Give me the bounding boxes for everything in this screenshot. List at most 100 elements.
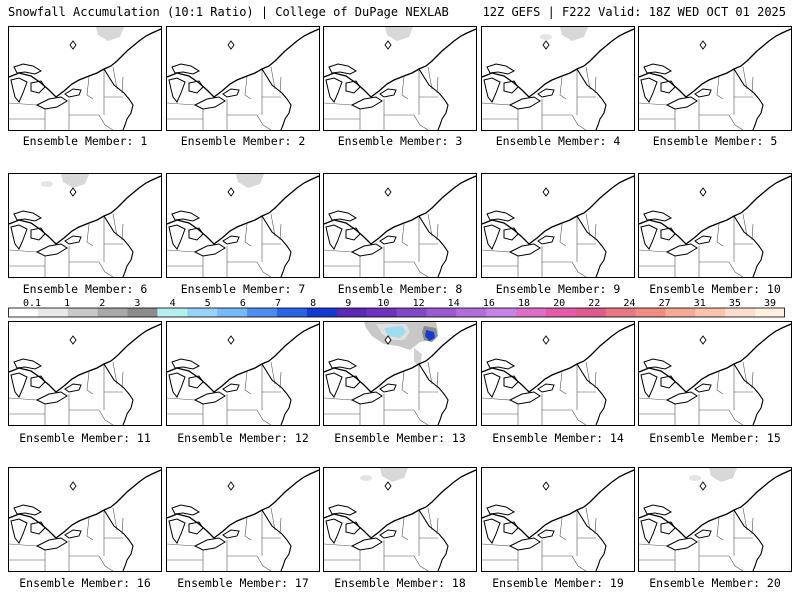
great-lake [168, 372, 186, 398]
state-border [112, 66, 118, 90]
station-marker [542, 187, 550, 197]
state-border [279, 223, 282, 241]
state-border [436, 76, 439, 94]
great-lake [665, 243, 698, 257]
colorbar-tick-label: 22 [588, 298, 600, 309]
great-lake [379, 235, 397, 245]
great-lake [643, 504, 673, 516]
map-graphic [167, 323, 319, 425]
state-border [413, 261, 429, 277]
coastline [324, 469, 476, 539]
great-lake [13, 358, 43, 370]
great-lake [660, 80, 676, 94]
state-border [98, 114, 114, 130]
station-marker [227, 481, 235, 491]
great-lake [483, 77, 501, 103]
coastline [103, 215, 134, 277]
great-lake [64, 88, 82, 98]
state-border [728, 409, 744, 425]
state-border [167, 249, 196, 253]
colorbar-swatch [545, 308, 577, 317]
station-marker [384, 335, 392, 345]
great-lake [64, 235, 82, 245]
great-lake [508, 537, 541, 551]
snow-area-light [709, 468, 737, 482]
member-caption: Ensemble Member: 8 [337, 282, 463, 296]
state-border [594, 371, 597, 389]
colorbar-swatch [516, 308, 547, 317]
coastline [167, 469, 319, 539]
colorbar-tick-label: 39 [764, 298, 776, 309]
coastline [482, 175, 634, 245]
state-border [121, 371, 124, 389]
great-lake [483, 372, 501, 398]
state-border [324, 249, 353, 253]
ensemble-member-map [166, 467, 320, 572]
great-lake [345, 521, 361, 535]
great-lake [325, 518, 343, 544]
ensemble-member-map [638, 467, 792, 572]
great-lake [168, 224, 186, 250]
ensemble-member-map [8, 467, 162, 572]
colorbar-swatch [187, 308, 218, 317]
coastline [324, 28, 476, 98]
member-caption: Ensemble Member: 16 [19, 576, 151, 590]
state-border [639, 102, 668, 106]
colorbar-tick-label: 7 [275, 298, 281, 309]
colorbar-swatch [97, 308, 128, 317]
colorbar-tick-label: 20 [553, 298, 565, 309]
colorbar-swatch [127, 308, 158, 317]
great-lake [325, 224, 343, 250]
ensemble-member-map [481, 173, 635, 278]
state-border [167, 543, 196, 547]
great-lake [64, 529, 82, 539]
ensemble-member-map [166, 173, 320, 278]
state-border [401, 223, 409, 247]
coastline [482, 469, 634, 539]
great-lake [665, 537, 698, 551]
map-graphic [482, 323, 634, 425]
coastline [261, 363, 292, 425]
colorbar-tick-label: 4 [170, 298, 176, 309]
state-border [482, 102, 511, 106]
colorbar-swatch [635, 308, 666, 317]
state-border [98, 261, 114, 277]
great-lake [168, 518, 186, 544]
map-graphic [9, 323, 161, 425]
colorbar-tick-label: 24 [623, 298, 635, 309]
state-border [751, 76, 754, 94]
snow-patch [360, 475, 372, 481]
great-lake [694, 235, 712, 245]
great-lake [643, 63, 673, 75]
state-border [427, 213, 433, 237]
coastline [576, 363, 607, 425]
snow-patch [540, 34, 552, 40]
state-border [413, 114, 429, 130]
state-border [585, 507, 591, 531]
ensemble-member-map [8, 26, 162, 131]
station-marker [227, 335, 235, 345]
station-marker [542, 335, 550, 345]
great-lake [486, 210, 516, 222]
state-border [742, 361, 748, 385]
colorbar-tick-label: 6 [240, 298, 246, 309]
colorbar-tick-label: 18 [518, 298, 530, 309]
state-border [716, 223, 724, 247]
great-lake [193, 391, 226, 405]
state-border [716, 517, 724, 541]
great-lake [694, 529, 712, 539]
state-border [86, 517, 94, 541]
ensemble-member-map [166, 26, 320, 131]
station-marker [384, 40, 392, 50]
ensemble-member-map [166, 321, 320, 426]
great-lake [694, 88, 712, 98]
snowfall-colorbar: 0.1 1 2 3 4 5 6 7 8 9 10 12 14 16 18 20 22 24 27 31 35 39 [8, 298, 785, 318]
state-border [324, 543, 353, 547]
station-marker [227, 40, 235, 50]
state-border [482, 397, 511, 401]
state-border [401, 371, 409, 395]
member-caption: Ensemble Member: 2 [180, 134, 306, 148]
state-border [270, 66, 276, 90]
map-graphic [9, 174, 161, 277]
great-lake [660, 375, 676, 389]
